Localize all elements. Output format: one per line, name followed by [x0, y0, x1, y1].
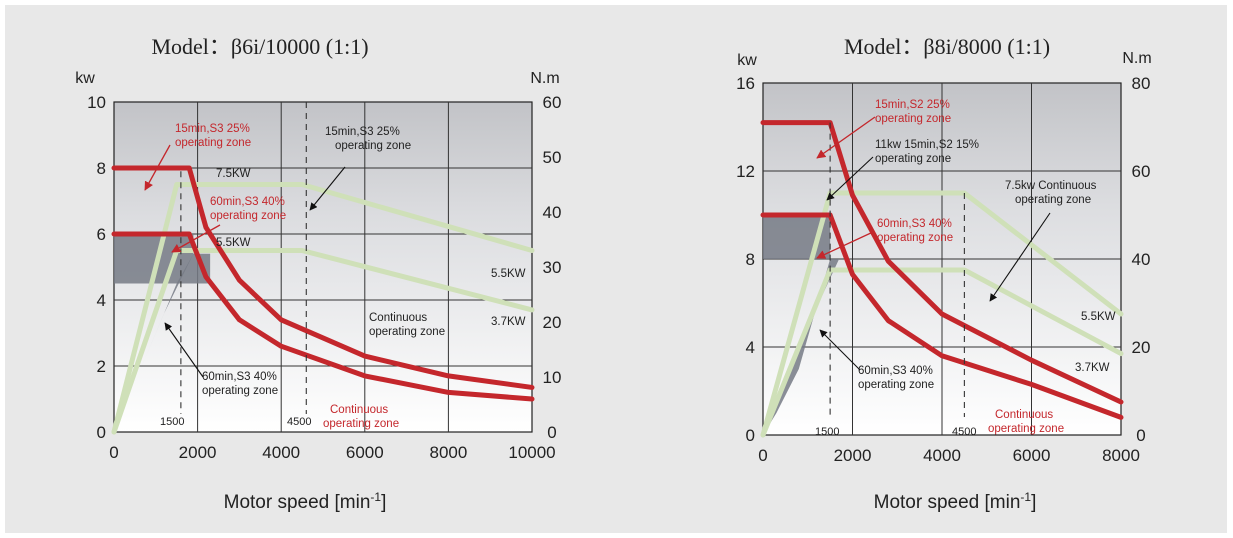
y-left-tick-label: 6	[97, 225, 106, 244]
zone-shade-polygon	[114, 234, 211, 284]
y-left-tick-label: 12	[736, 162, 755, 181]
arrow-s3-25-red	[144, 144, 171, 191]
y-right-tick-label: 0	[1136, 426, 1145, 445]
speed-markers	[829, 122, 965, 417]
x-tick-label: 0	[758, 446, 767, 465]
x-axis-label: Motor speed [min-1]	[224, 490, 387, 513]
annotation-continuous-black: Continuous operating zone	[369, 312, 445, 338]
x-tick-label: 4000	[923, 446, 961, 465]
x-tick-labels: 0 2000 4000 6000 8000	[758, 446, 1140, 465]
x-tick-labels: 0 2000 4000 6000 8000 10000	[109, 443, 555, 462]
arrow-s3-40-red	[816, 231, 874, 259]
x-tick-label: 2000	[834, 446, 872, 465]
left-axis-unit: kw	[75, 70, 95, 87]
level-label-3.7kw-end: 3.7KW	[1075, 362, 1110, 374]
level-label-5.5kw: 5.5KW	[216, 237, 251, 249]
annotation-s3-40-red: 60min,S3 40% operating zone	[210, 196, 288, 222]
annotation-s3-25-red: 15min,S3 25% operating zone	[175, 123, 253, 149]
y-left-tick-labels: 0 2 4 6 8 10	[87, 93, 106, 442]
annotation-s3-40-black: 60min,S3 40% operating zone	[858, 365, 936, 391]
left-axis-unit: kw	[737, 52, 757, 69]
annotation-s2-25-red: 15min,S2 25% operating zone	[875, 99, 953, 125]
arrow-s3-40-black	[819, 329, 861, 371]
torque-curve-line	[111, 165, 535, 390]
y-left-tick-label: 0	[746, 426, 755, 445]
arrow-s3-40-red	[171, 224, 221, 253]
x-tick-label: 2000	[179, 443, 217, 462]
y-right-tick-label: 30	[543, 258, 562, 277]
y-left-tick-labels: 0 4 8 12 16	[736, 74, 755, 445]
level-label-7.5kw: 7.5KW	[216, 168, 251, 180]
annotation-s3-40-red: 60min,S3 40% operating zone	[877, 218, 955, 244]
x-tick-label: 8000	[429, 443, 467, 462]
arrow-s2-25-red	[816, 116, 876, 159]
chart-title: Model：β6i/10000 (1:1)	[151, 34, 368, 59]
power-line	[111, 248, 535, 435]
y-left-tick-label: 2	[97, 357, 106, 376]
power-line	[760, 190, 1124, 438]
annotation-s3-25-black: 15min,S3 25% operating zone	[325, 126, 411, 152]
y-right-tick-label: 60	[543, 93, 562, 112]
y-right-tick-label: 20	[1132, 338, 1151, 357]
y-right-tick-label: 60	[1132, 162, 1151, 181]
x-tick-label: 10000	[508, 443, 555, 462]
arrow-s3-40-black	[164, 322, 204, 378]
zone-shading	[114, 234, 211, 432]
arrow-cont-7.5kw-black	[989, 212, 1051, 302]
x-tick-label: 4000	[262, 443, 300, 462]
annotation-s3-40-black: 60min,S3 40% operating zone	[202, 371, 280, 397]
annotation-cont-7.5kw-black: 7.5kw Continuous operating zone	[1005, 180, 1100, 206]
x-axis-label: Motor speed [min-1]	[874, 490, 1037, 513]
y-left-tick-label: 0	[97, 423, 106, 442]
annotation-s2-15-black: 11kw 15min,S2 15% operating zone	[875, 139, 982, 165]
y-right-tick-label: 0	[547, 423, 556, 442]
figure-frame: Model：β6i/10000 (1:1) kw N.m 0 2000 4000…	[5, 5, 1227, 533]
y-left-tick-label: 10	[87, 93, 106, 112]
annotation-continuous-red: Continuous operating zone	[323, 404, 399, 430]
series-lines	[760, 120, 1124, 438]
y-right-tick-label: 50	[543, 148, 562, 167]
chart-beta8i: Model：β8i/8000 (1:1) kw N.m 0 2000 4000 …	[736, 34, 1152, 513]
y-left-tick-label: 8	[746, 250, 755, 269]
x-tick-label: 6000	[346, 443, 384, 462]
x-tick-label: 8000	[1102, 446, 1140, 465]
y-right-tick-labels: 0 20 40 60 80	[1132, 74, 1151, 445]
level-label-3.7kw-end: 3.7KW	[491, 316, 526, 328]
y-right-tick-label: 80	[1132, 74, 1151, 93]
y-right-tick-label: 10	[543, 368, 562, 387]
series-lines	[111, 165, 535, 435]
y-right-tick-label: 40	[543, 203, 562, 222]
annotation-continuous-red: Continuous operating zone	[988, 409, 1064, 435]
right-axis-unit: N.m	[530, 70, 559, 87]
speed-markers	[180, 102, 307, 414]
arrow-s2-15-black	[826, 156, 874, 201]
right-axis-unit: N.m	[1122, 50, 1151, 67]
level-label-5.5kw-end: 5.5KW	[491, 268, 526, 280]
y-left-tick-label: 8	[97, 159, 106, 178]
x-tick-label: 0	[109, 443, 118, 462]
level-label-5.5kw-end: 5.5KW	[1081, 311, 1116, 323]
speed-mark-4500: 4500	[952, 426, 976, 438]
speed-mark-1500: 1500	[160, 416, 184, 428]
speed-mark-1500: 1500	[815, 426, 839, 438]
y-left-tick-label: 16	[736, 74, 755, 93]
charts-canvas: Model：β6i/10000 (1:1) kw N.m 0 2000 4000…	[75, 34, 1152, 513]
y-left-tick-label: 4	[746, 338, 755, 357]
y-left-tick-label: 4	[97, 291, 106, 310]
power-line	[111, 182, 535, 435]
chart-title: Model：β8i/8000 (1:1)	[844, 34, 1050, 59]
grid-lines	[114, 102, 532, 432]
speed-mark-4500: 4500	[287, 416, 311, 428]
arrow-s3-25-black	[309, 166, 346, 211]
grid-lines	[763, 83, 1121, 435]
y-right-tick-label: 20	[543, 313, 562, 332]
y-right-tick-labels: 0 10 20 30 40 50 60	[543, 93, 562, 442]
y-right-tick-label: 40	[1132, 250, 1151, 269]
x-tick-label: 6000	[1013, 446, 1051, 465]
chart-beta6i: Model：β6i/10000 (1:1) kw N.m 0 2000 4000…	[75, 34, 561, 513]
